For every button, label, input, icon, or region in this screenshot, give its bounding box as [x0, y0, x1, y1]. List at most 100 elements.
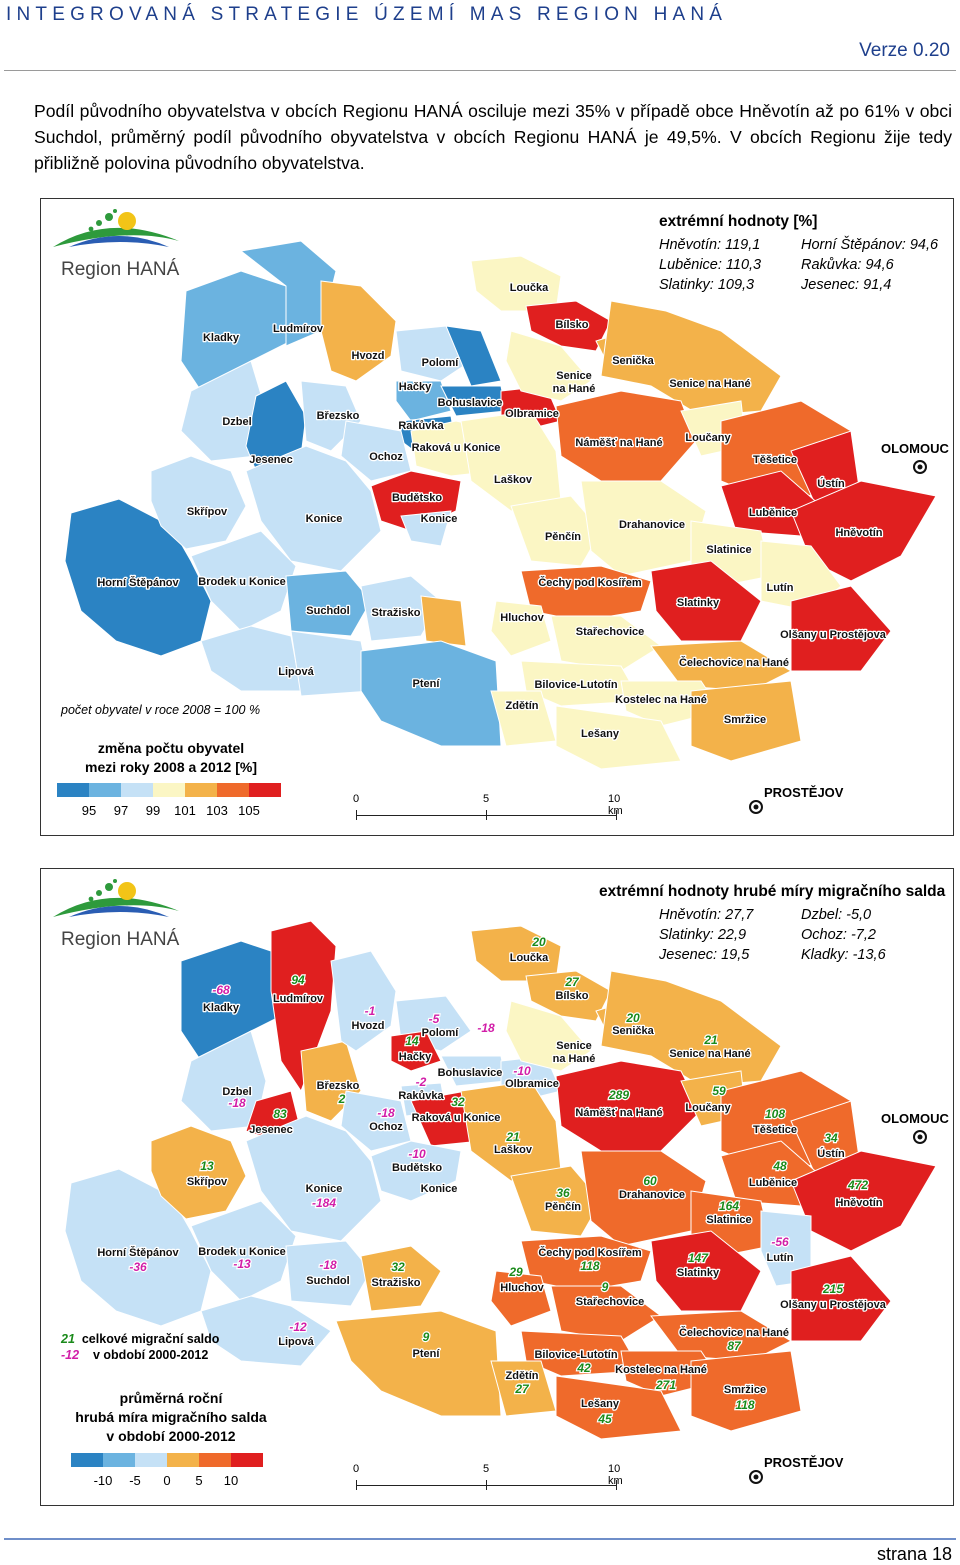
region-strazisko-south: [420, 595, 467, 647]
legend-tick: 103: [206, 803, 228, 818]
region-kladky: [180, 270, 292, 392]
migration-balance-value: -10: [408, 1147, 426, 1161]
city-label-prostejov: PROSTĚJOV: [764, 785, 844, 800]
region-budetsko: [370, 1140, 462, 1202]
municipality-label: Jesenec: [249, 1124, 292, 1136]
municipality-label: Senice na Hané: [669, 1048, 750, 1060]
key-text: celkové migrační saldo: [81, 1332, 220, 1346]
map-population-change: Loučka Bílsko Senička Senice na Hané Senice n…: [40, 198, 954, 836]
migration-balance-value: 108: [765, 1107, 785, 1121]
municipality-label: Březsko: [317, 1080, 360, 1092]
region-lesany: [555, 705, 682, 770]
migration-balance-value: 9: [602, 1280, 609, 1294]
municipality-label: Smržice: [724, 1384, 766, 1396]
scale-label: 5: [483, 1463, 490, 1475]
municipality-label: Polomí: [422, 357, 460, 369]
region-bilovice: [520, 660, 642, 707]
municipality-label: Olbramice: [505, 408, 559, 420]
municipality-label: Těšetice: [753, 1124, 797, 1136]
municipality-label: Zdětín: [506, 1370, 539, 1382]
legend-tick: 95: [81, 803, 97, 818]
migration-balance-value: 118: [580, 1259, 599, 1273]
municipality-label: Bílsko: [555, 990, 588, 1002]
migration-balance-value: 27: [564, 975, 580, 989]
municipality-label: Lipová: [278, 666, 314, 678]
migration-balance-value: 32: [391, 1260, 405, 1274]
municipality-label: Horní Štěpánov: [97, 576, 179, 589]
migration-balance-value: 94: [291, 973, 305, 987]
region-konice: [245, 1115, 382, 1242]
municipality-label: Náměšť na Hané: [575, 1107, 662, 1119]
migration-balance-value: 34: [824, 1131, 838, 1145]
municipality-label: Bílsko: [555, 319, 588, 331]
municipality-label: Luběnice: [749, 507, 797, 519]
legend-title-line: v období 2000-2012: [106, 1428, 236, 1444]
region-brodek: [190, 1200, 297, 1302]
migration-balance-value: 48: [772, 1159, 787, 1173]
region-lipova: [200, 625, 302, 692]
municipality-label: Senice na Hané: [669, 378, 750, 390]
municipality-label: Slatinice: [706, 544, 751, 556]
municipality-label: Pěnčín: [545, 1201, 581, 1213]
municipality-label: Hačky: [399, 381, 432, 393]
migration-balance-value: -36: [129, 1260, 147, 1274]
extreme-value: Kladky: -13,6: [801, 947, 886, 963]
municipality-label: Bilovice-Lutotín: [534, 679, 617, 691]
municipality-label: Jesenec: [249, 454, 292, 466]
region-hacky: [390, 1030, 442, 1072]
municipality-label: Luběnice: [749, 1177, 797, 1189]
municipality-label: Olšany u Prostějova: [780, 629, 887, 641]
extremes-title: extrémní hodnoty hrubé míry migračního s…: [599, 883, 946, 900]
municipality-label: na Hané: [553, 1053, 596, 1065]
municipality-label: Slatinky: [677, 597, 720, 609]
region-lipova: [200, 1295, 332, 1367]
migration-balance-value: -12: [289, 1320, 307, 1334]
scale-label: 10 km: [608, 793, 623, 817]
municipality-label: Stražisko: [372, 607, 421, 619]
region-skripov: [150, 1125, 247, 1220]
region-ochoz: [340, 1090, 412, 1152]
extreme-value: Slatinky: 109,3: [659, 277, 755, 293]
extreme-value: Dzbel: -5,0: [801, 907, 872, 923]
region-strazisko: [360, 1245, 442, 1312]
municipality-label: Loučany: [685, 1102, 731, 1114]
region-olsany: [790, 585, 892, 672]
region-namest: [555, 1060, 702, 1152]
scale-bar: 0 5 10 km: [353, 793, 623, 823]
migration-balance-value: 59: [712, 1084, 726, 1098]
municipality-label: Loučany: [685, 432, 731, 444]
municipality-label: Skřípov: [187, 506, 228, 518]
migration-balance-value: -18: [477, 1021, 495, 1035]
region-bilsko: [525, 970, 612, 1022]
logo-text: Region HANÁ: [61, 259, 180, 280]
municipality-label: Ludmírov: [273, 323, 324, 335]
region-hacky: [395, 380, 452, 422]
migration-balance-value: 2: [338, 1092, 346, 1106]
key-negative-example: -12: [61, 1348, 80, 1362]
region-bilovice: [520, 1330, 642, 1377]
migration-balance-value: 21: [703, 1033, 718, 1047]
municipality-label: Bohuslavice: [438, 1067, 503, 1079]
migration-balance-value: -68: [212, 983, 230, 997]
region-laskov: [460, 410, 562, 512]
municipality-label: Čechy pod Kosířem: [538, 576, 642, 589]
extreme-value: Luběnice: 110,3: [659, 257, 762, 273]
region-hvozd: [320, 280, 397, 382]
region-suchdol: [285, 1240, 372, 1307]
municipality-label: Olbramice: [505, 1078, 559, 1090]
baseline-note: počet obyvatel v roce 2008 = 100 %: [61, 703, 261, 717]
logo-graphic: [53, 879, 179, 917]
municipality-label: Hačky: [399, 1051, 432, 1063]
legend-tick: 105: [238, 803, 260, 818]
municipality-label: Kladky: [203, 1002, 240, 1014]
migration-balance-value: 20: [531, 935, 546, 949]
legend-tick: 0: [163, 1473, 171, 1488]
migration-balance-value: 20: [625, 1011, 640, 1025]
municipality-label: Suchdol: [306, 605, 349, 617]
region-starechovice: [550, 615, 662, 672]
migration-balance-value: -5: [429, 1012, 440, 1026]
region-suchdol: [285, 570, 372, 637]
municipality-label: Smržice: [724, 714, 766, 726]
